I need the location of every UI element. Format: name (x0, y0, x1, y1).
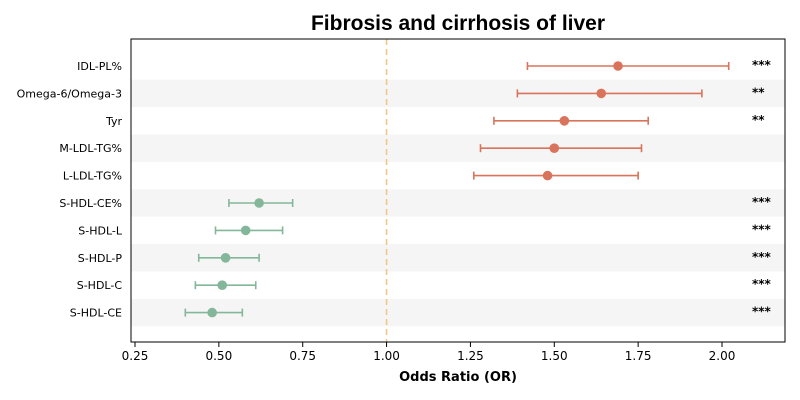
x-tick-label: 1.75 (625, 349, 652, 363)
row-label: Omega-6/Omega-3 (17, 87, 122, 100)
forest-row: L-LDL-TG% (63, 170, 639, 183)
row-label: S-HDL-C (77, 279, 123, 292)
forest-row: Tyr ** (105, 113, 765, 128)
significance-label: *** (752, 58, 772, 72)
point-estimate (207, 307, 217, 318)
point-estimate (613, 61, 623, 71)
forest-row: S-HDL-CE% *** (59, 195, 771, 210)
x-axis: 0.25 0.50 0.75 1.00 1.25 1.50 1.75 2.00 (122, 342, 736, 363)
row-label: S-HDL-L (78, 224, 123, 237)
point-estimate (549, 143, 560, 153)
point-estimate (240, 225, 251, 236)
point-estimate (254, 198, 264, 208)
chart-title: Fibrosis and cirrhosis of liver (311, 12, 605, 35)
point-estimate (596, 88, 607, 99)
x-tick-label: 2.00 (709, 349, 736, 363)
row-band (131, 134, 785, 162)
point-estimate (542, 170, 553, 181)
plot-frame (130, 38, 786, 343)
x-tick-label: 0.75 (289, 349, 316, 363)
row-label: L-LDL-TG% (63, 170, 122, 183)
x-tick-label: 1.00 (373, 349, 400, 363)
data-rows: IDL-PL% *** Omega-6/Omega-3 ** Tyr ** M-LDL-TG… (17, 58, 772, 320)
x-tick-label: 0.50 (205, 349, 232, 363)
forest-row: S-HDL-P *** (78, 250, 772, 265)
forest-row: IDL-PL% *** (77, 58, 771, 73)
forest-row: S-HDL-L *** (78, 222, 771, 237)
forest-row: Omega-6/Omega-3 ** (17, 85, 766, 100)
row-label: S-HDL-P (78, 252, 123, 265)
forest-row: M-LDL-TG% (59, 142, 643, 155)
x-axis-label: Odds Ratio (OR) (399, 370, 517, 385)
significance-label: *** (752, 195, 772, 209)
row-label: IDL-PL% (77, 60, 122, 73)
row-label: M-LDL-TG% (59, 142, 122, 155)
x-tick-label: 1.50 (541, 349, 568, 363)
forest-row: S-HDL-C *** (77, 277, 772, 292)
forest-row: S-HDL-CE *** (70, 305, 772, 320)
significance-label: *** (752, 305, 772, 319)
significance-label: *** (752, 250, 772, 264)
row-label: S-HDL-CE% (59, 197, 122, 210)
point-estimate (217, 280, 228, 291)
significance-label: *** (752, 222, 772, 236)
significance-label: ** (752, 85, 765, 99)
point-estimate (559, 116, 570, 126)
point-estimate (220, 252, 231, 263)
row-label: S-HDL-CE (70, 307, 122, 320)
significance-label: *** (752, 277, 772, 291)
significance-label: ** (752, 113, 765, 127)
x-tick-label: 0.25 (122, 349, 149, 363)
row-label: Tyr (105, 115, 123, 128)
x-tick-label: 1.25 (457, 349, 484, 363)
